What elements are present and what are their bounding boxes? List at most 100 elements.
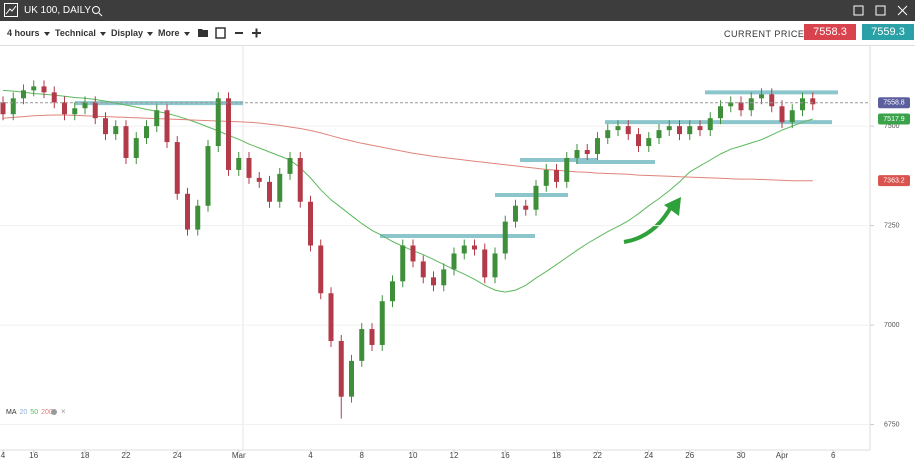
search-icon[interactable]: [91, 5, 103, 17]
indicator-legend: MA 20 50 200: [6, 409, 53, 416]
candle-body: [359, 329, 365, 361]
candle-body: [0, 102, 6, 115]
menu[interactable]: Technical: [55, 28, 106, 38]
candle-body: [174, 142, 180, 194]
candle-body: [513, 205, 518, 222]
x-tick-label: 12: [450, 451, 459, 460]
x-tick-label: 22: [122, 451, 131, 460]
candle-body: [564, 157, 570, 182]
candle-body: [133, 138, 139, 158]
candle-body: [533, 185, 539, 210]
candle-body: [236, 157, 242, 170]
candle-body: [256, 177, 262, 182]
sell-price[interactable]: 7558.3: [804, 24, 856, 40]
candle-body: [154, 110, 160, 127]
candle-body: [759, 94, 764, 99]
price-tag-label: 7363.2: [883, 177, 905, 184]
candle-body: [554, 169, 559, 182]
tool-icons[interactable]: [197, 26, 267, 40]
candle-body: [472, 245, 477, 250]
candle-body: [31, 86, 37, 91]
candle-body: [492, 253, 498, 278]
title-bar: UK 100, DAILY: [0, 0, 915, 21]
buy-price[interactable]: 7559.3: [862, 24, 914, 40]
x-tick-label: 4: [308, 451, 313, 460]
x-tick-label: 26: [685, 451, 694, 460]
price-tag: [878, 97, 910, 109]
current-price-label: CURRENT PRICE:: [724, 29, 808, 39]
candle-body: [82, 102, 88, 109]
candle-body: [461, 245, 467, 254]
candle-body: [728, 102, 734, 107]
candle-body: [123, 126, 129, 158]
candle-body: [769, 94, 775, 107]
x-tick-label: 24: [173, 451, 182, 460]
x-tick-label: Apr: [776, 451, 789, 460]
legend-settings: [51, 409, 57, 415]
candle-body: [451, 253, 457, 270]
price-tag: [878, 175, 910, 187]
menu[interactable]: More: [158, 28, 190, 38]
candle-body: [164, 110, 170, 143]
y-tick-label: 7250: [884, 222, 900, 229]
candle-body: [144, 126, 149, 139]
candle-body: [789, 110, 795, 123]
x-tick-label: 24: [644, 451, 653, 460]
x-tick-label: 22: [593, 451, 602, 460]
legend-entry: 200: [41, 409, 53, 416]
x-tick-label: 16: [29, 451, 38, 460]
candle-body: [72, 108, 78, 115]
candle-body: [666, 126, 672, 131]
candle-body: [226, 98, 231, 170]
candle-body: [308, 201, 313, 246]
menu[interactable]: 4 hours: [7, 28, 50, 38]
candle-body: [615, 126, 621, 131]
candle-body: [810, 98, 816, 105]
x-tick-label: Mar: [232, 451, 246, 460]
candle-body: [748, 98, 754, 111]
candle-body: [103, 118, 108, 135]
candle-body: [113, 126, 119, 135]
menu[interactable]: Display: [111, 28, 153, 38]
x-tick-label: 10: [409, 451, 418, 460]
chart: 6750 7000 7250 7500 4 16 18 22 24 Mar 4 8 10 12 16 18 22…: [0, 45, 910, 460]
candle-body: [779, 106, 785, 123]
logo: [4, 3, 18, 17]
candle-body: [215, 98, 221, 147]
x-tick-label: 16: [501, 451, 510, 460]
y-tick-label: 7500: [884, 123, 900, 130]
candle-body: [677, 126, 682, 135]
price-tag-label: 7517.9: [883, 116, 905, 123]
y-tick-label: 7000: [884, 322, 900, 329]
candle-body: [718, 106, 723, 119]
legend-entry: 50: [30, 409, 38, 416]
candle-body: [482, 249, 488, 278]
candle-body: [10, 98, 16, 115]
candle-body: [595, 138, 600, 155]
candle-body: [605, 130, 611, 139]
candle-body: [277, 173, 283, 202]
candle-body: [441, 269, 447, 286]
candle-body: [92, 102, 98, 119]
price-tag-label: 7558.8: [883, 100, 905, 107]
candle-body: [21, 90, 26, 99]
x-tick-label: 30: [737, 451, 746, 460]
candle-body: [390, 281, 395, 302]
x-tick-label: 18: [552, 451, 561, 460]
candle-body: [267, 181, 272, 202]
candle-body: [410, 245, 416, 262]
candle-body: [297, 157, 303, 202]
candle-body: [185, 193, 190, 230]
candle-body: [646, 138, 652, 147]
candle-body: [287, 157, 293, 174]
candle-body: [687, 126, 693, 135]
legend-close: ×: [61, 407, 66, 416]
candle-body: [543, 169, 549, 186]
price-tag: [878, 113, 910, 125]
window-icons[interactable]: [852, 4, 912, 18]
candle-body: [369, 329, 375, 345]
candle-body: [636, 134, 641, 147]
candle-body: [379, 301, 385, 345]
toolbar: 4 hours Technical Display More CURRENT P…: [0, 21, 915, 46]
candle-body: [420, 261, 426, 278]
